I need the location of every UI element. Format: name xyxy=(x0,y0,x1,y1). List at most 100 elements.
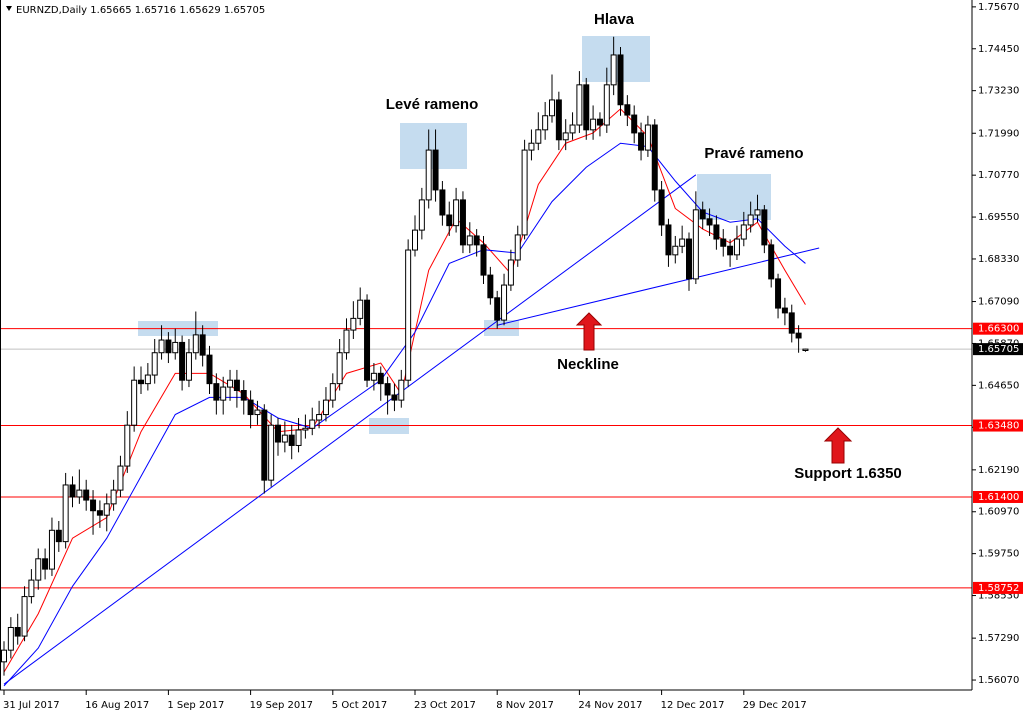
arrow xyxy=(575,312,603,351)
candle-body xyxy=(658,189,665,226)
trendline xyxy=(497,247,820,326)
y-tick-label: 1.60970 xyxy=(978,507,1019,518)
candle-body xyxy=(644,124,651,151)
candle-body xyxy=(733,238,740,256)
candle-body xyxy=(740,224,747,240)
candle-body xyxy=(55,529,62,543)
candle-body xyxy=(110,489,117,505)
candle-body xyxy=(713,224,720,240)
candle-body xyxy=(761,209,768,246)
candle-body xyxy=(192,334,199,354)
candle-body xyxy=(1,649,7,663)
candle-body xyxy=(96,510,103,516)
candle-body xyxy=(316,414,323,421)
level-label: 1.66300 xyxy=(978,324,1019,335)
candle-body xyxy=(309,419,316,429)
level-label-box xyxy=(973,581,1023,594)
candle-body xyxy=(69,484,76,498)
candle-body xyxy=(754,209,761,216)
candle-body xyxy=(329,383,336,401)
x-tick-label: 16 Aug 2017 xyxy=(85,700,149,711)
level-label-box xyxy=(973,490,1023,503)
x-tick-label: 12 Dec 2017 xyxy=(661,700,725,711)
candle-body xyxy=(247,399,254,416)
candle-body xyxy=(117,465,124,491)
candle-body xyxy=(370,372,377,381)
candle-body xyxy=(48,529,55,570)
menu-triangle[interactable] xyxy=(6,6,12,11)
candle-body xyxy=(151,352,158,376)
plot xyxy=(0,36,972,687)
candle-body xyxy=(384,383,391,396)
candle-body xyxy=(672,245,679,256)
candle-body xyxy=(425,149,432,201)
candle-body xyxy=(288,434,295,446)
candle-body xyxy=(158,339,165,354)
candle-body xyxy=(590,118,597,131)
price-label-box xyxy=(973,343,1023,356)
y-tick-label: 1.59750 xyxy=(978,549,1019,560)
candle-body xyxy=(781,307,788,314)
candle-body xyxy=(322,399,329,416)
y-tick-label: 1.74450 xyxy=(978,44,1019,55)
candle-body xyxy=(179,341,186,381)
candle-body xyxy=(302,427,309,431)
candle-body xyxy=(576,84,583,126)
candle-body xyxy=(281,434,288,443)
candle-body xyxy=(275,424,281,443)
annotation: Levé rameno xyxy=(386,96,479,113)
zone xyxy=(484,320,519,336)
x-tick-label: 31 Jul 2017 xyxy=(3,700,60,711)
candle-body xyxy=(494,297,501,321)
candle-body xyxy=(583,84,590,131)
candle-body xyxy=(261,409,268,481)
candle-body xyxy=(487,274,494,299)
candle-body xyxy=(768,244,775,280)
y-tick-label: 1.64650 xyxy=(978,380,1019,391)
candle-body xyxy=(501,284,508,321)
candle-body xyxy=(213,383,220,401)
candle-body xyxy=(185,352,192,381)
axes: 1.75670 1.74450 1.73230 1.71990 1.70770 1.695… xyxy=(3,2,1023,711)
candle-body xyxy=(364,299,371,381)
candle-body xyxy=(699,209,706,220)
candle-body xyxy=(42,558,49,570)
candle-body xyxy=(459,199,466,246)
candle-body xyxy=(706,218,713,226)
y-tick-label: 1.70770 xyxy=(978,170,1019,181)
candle-body xyxy=(507,259,514,286)
moving-average xyxy=(3,142,806,687)
candle-body xyxy=(555,99,562,141)
candle-body xyxy=(569,124,576,134)
level-label-box xyxy=(973,322,1023,335)
annotation: Hlava xyxy=(594,11,635,28)
level-label: 1.61400 xyxy=(978,492,1019,503)
candle-body xyxy=(62,484,69,543)
candle-body xyxy=(432,149,439,191)
x-tick-label: 29 Dec 2017 xyxy=(743,700,807,711)
y-tick-label: 1.71990 xyxy=(978,128,1019,139)
candle-body xyxy=(439,189,446,216)
y-tick-label: 1.75670 xyxy=(978,2,1019,13)
candle-body xyxy=(562,132,569,141)
candle-body xyxy=(28,579,35,598)
candle-body xyxy=(336,352,343,385)
candle-body xyxy=(665,224,672,256)
candle-body xyxy=(90,499,97,512)
level-label: 1.63480 xyxy=(978,421,1019,432)
candle-body xyxy=(206,354,213,385)
x-tick-label: 5 Oct 2017 xyxy=(332,700,387,711)
level-label-box xyxy=(973,419,1023,432)
y-tick-label: 1.56070 xyxy=(978,675,1019,686)
x-tick-label: 24 Nov 2017 xyxy=(578,700,642,711)
candle-body xyxy=(357,299,364,319)
chart-title: EURNZD,Daily 1.65665 1.65716 1.65629 1.6… xyxy=(16,5,265,16)
trendline xyxy=(3,174,697,685)
candle-body xyxy=(377,372,384,385)
annotation: Pravé rameno xyxy=(704,145,803,162)
price-label: 1.65705 xyxy=(978,344,1019,355)
x-tick-label: 1 Sep 2017 xyxy=(167,700,224,711)
candle-body xyxy=(617,54,624,106)
